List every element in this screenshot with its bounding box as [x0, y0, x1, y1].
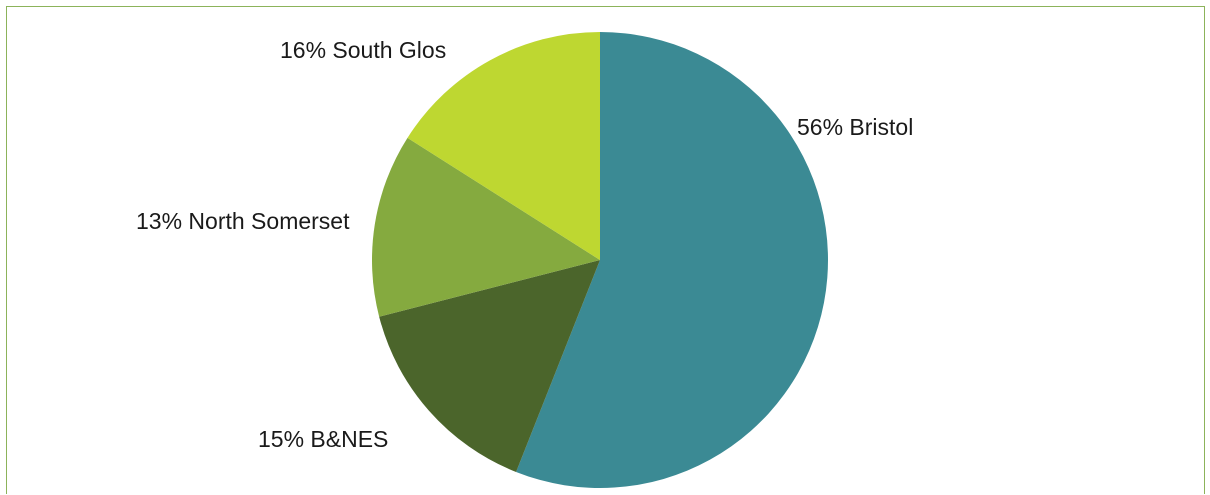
slice-label-north-somerset: 13% North Somerset: [136, 208, 350, 234]
pie-slices: [371, 31, 828, 488]
slice-label-bnes: 15% B&NES: [258, 426, 388, 452]
pie-slice-bnes: [379, 260, 600, 472]
pie-labels: 56% Bristol 15% B&NES 13% North Somerset…: [136, 37, 913, 452]
pie-slice-north-somerset: [371, 137, 600, 317]
pie-slice-bristol: [516, 32, 828, 488]
slice-label-bristol: 56% Bristol: [797, 114, 913, 140]
slice-label-south-glos: 16% South Glos: [280, 37, 446, 63]
pie-slice-south-glos: [407, 31, 600, 260]
